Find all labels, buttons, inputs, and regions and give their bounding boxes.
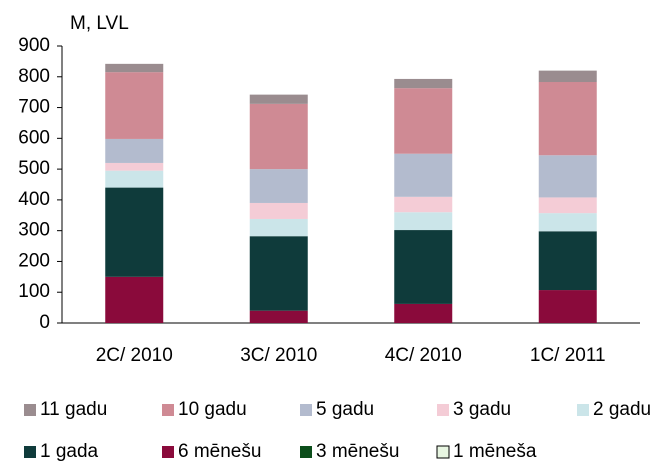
bar-segment bbox=[394, 212, 453, 231]
y-axis-label: M, LVL bbox=[70, 13, 129, 34]
bar-segment bbox=[105, 276, 164, 323]
bar-segment bbox=[394, 196, 453, 213]
legend-swatch bbox=[300, 446, 312, 458]
y-tick-label: 300 bbox=[18, 220, 50, 241]
bar-segment bbox=[105, 72, 164, 139]
x-tick-label: 3C/ 2010 bbox=[240, 345, 317, 366]
x-tick-label: 4C/ 2010 bbox=[385, 345, 462, 366]
legend-swatch bbox=[436, 445, 450, 459]
legend-label: 6 mēnešu bbox=[178, 441, 261, 462]
bar-segment bbox=[538, 155, 597, 198]
bar-segment bbox=[105, 63, 164, 73]
y-tick-label: 800 bbox=[18, 66, 50, 87]
legend-swatch bbox=[24, 446, 36, 458]
bar-segment bbox=[538, 213, 597, 232]
bar-segment bbox=[538, 82, 597, 156]
bar-segment bbox=[249, 202, 308, 219]
y-tick-label: 900 bbox=[18, 35, 50, 56]
legend-label: 3 gadu bbox=[453, 399, 511, 420]
legend-label: 2 gadu bbox=[593, 399, 651, 420]
x-tick-label: 1C/ 2011 bbox=[530, 345, 606, 366]
legend-swatch bbox=[577, 404, 589, 416]
y-tick-label: 500 bbox=[18, 158, 50, 179]
bar-segment bbox=[249, 103, 308, 170]
y-tick-label: 400 bbox=[18, 189, 50, 210]
bar-segment bbox=[249, 218, 308, 237]
bar-segment bbox=[538, 70, 597, 83]
y-tick-label: 200 bbox=[18, 250, 50, 271]
legend-swatch bbox=[437, 404, 449, 416]
bar-segment bbox=[105, 187, 164, 277]
bar-segment bbox=[538, 197, 597, 214]
legend-swatch bbox=[24, 404, 36, 416]
legend-swatch bbox=[300, 404, 312, 416]
legend-label: 11 gadu bbox=[40, 399, 107, 420]
bar-segment bbox=[105, 170, 164, 188]
bar-segment bbox=[105, 138, 164, 163]
bar-segment bbox=[394, 153, 453, 197]
legend-label: 10 gadu bbox=[178, 399, 247, 420]
legend-label: 3 mēnešu bbox=[316, 441, 399, 462]
bar-segment bbox=[249, 236, 308, 311]
bar-segment bbox=[394, 88, 453, 154]
y-tick-label: 0 bbox=[39, 312, 50, 333]
legend-swatch bbox=[162, 404, 174, 416]
bar-segment bbox=[538, 231, 597, 291]
bar-segment bbox=[249, 310, 308, 323]
bar-segment bbox=[249, 94, 308, 104]
bar-segment bbox=[538, 290, 597, 323]
y-tick-label: 600 bbox=[18, 127, 50, 148]
legend-label: 5 gadu bbox=[316, 399, 374, 420]
bar-segment bbox=[249, 169, 308, 203]
bar-segment bbox=[394, 230, 453, 304]
legend-swatch bbox=[162, 446, 174, 458]
y-tick-label: 700 bbox=[18, 97, 50, 118]
x-tick-label: 2C/ 2010 bbox=[96, 345, 173, 366]
y-tick-label: 100 bbox=[18, 281, 50, 302]
legend-label: 1 gada bbox=[40, 441, 99, 462]
legend-label: 1 mēneša bbox=[453, 441, 537, 462]
bar-segment bbox=[394, 78, 453, 89]
bar-segment bbox=[105, 162, 164, 171]
bar-segment bbox=[394, 303, 453, 323]
